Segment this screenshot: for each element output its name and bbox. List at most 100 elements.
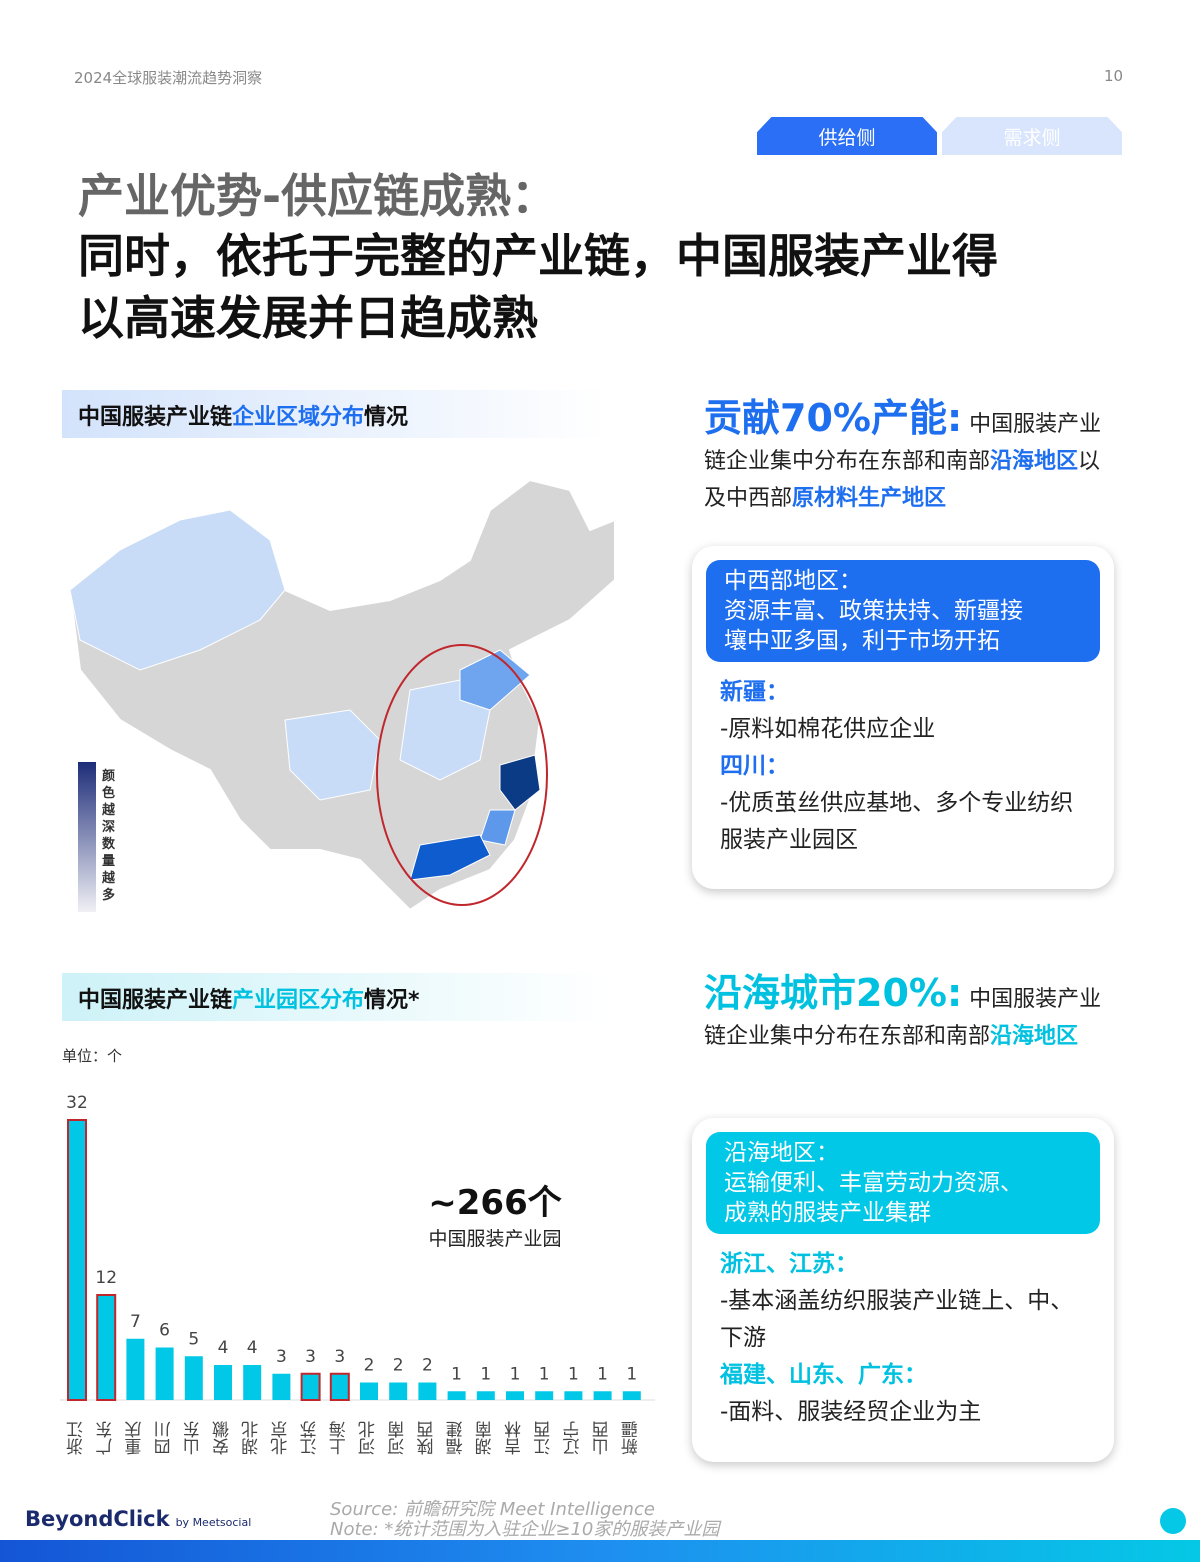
category-label: 安徽 [213, 1421, 234, 1455]
logo-sub: by Meetsocial [175, 1516, 252, 1529]
card-header-line: 资源丰富、政策扶持、新疆接 [724, 598, 1023, 624]
category-label: 广东 [96, 1421, 116, 1455]
data-label: 2 [393, 1356, 404, 1376]
right-text-2: 沿海城市20%: 中国服装产业链企业集中分布在东部和南部沿海地区 [704, 974, 1104, 1055]
item-value: -优质茧丝供应基地、多个专业纺织服装产业园区 [720, 790, 1074, 853]
bar [126, 1338, 145, 1400]
bar [506, 1391, 524, 1400]
logo-dot-icon [1160, 1508, 1186, 1534]
title-line-2: 同时，依托于完整的产业链，中国服装产业得 [78, 229, 998, 283]
category-label: 江苏 [300, 1420, 321, 1455]
bar [564, 1391, 583, 1400]
category-label: 重庆 [125, 1421, 145, 1455]
heading-highlight: 产业园区分布 [232, 988, 365, 1013]
category-label: 上海 [329, 1420, 350, 1455]
data-label: 1 [568, 1364, 579, 1384]
data-label: 32 [66, 1093, 88, 1113]
china-map [68, 478, 616, 912]
brand-logo: BeyondClick by Meetsocial [25, 1507, 251, 1531]
card-header-line: 中西部地区： [724, 568, 862, 594]
total-callout: ~266个中国服装产业园 [420, 1175, 570, 1251]
text-highlight: 沿海地区 [990, 449, 1079, 474]
heading-highlight: 企业区域分布 [232, 405, 365, 430]
card-header: 中西部地区： 资源丰富、政策扶持、新疆接 壤中亚多国，利于市场开拓 [706, 560, 1100, 662]
data-label: 6 [159, 1321, 170, 1341]
item-value: -基本涵盖纺织服装产业链上、中、下游 [720, 1288, 1074, 1351]
region-guangdong [409, 834, 491, 881]
heading-part: 情况 [364, 405, 409, 430]
card-header-line: 沿海地区： [724, 1140, 839, 1166]
region-fujian [479, 809, 516, 846]
bar [155, 1347, 174, 1400]
report-title: 2024全球服装潮流趋势洞察 [74, 69, 263, 87]
bar-chart: 32 浙江 12 广东 7 重庆 6 四川 5 山东 4 安徽 4 湖北 3 北京 3 江苏 3 上海 2 河北 2 河南 2 陕… [60, 1093, 655, 1455]
bar [272, 1373, 291, 1400]
card-header-line: 壤中亚多国，利于市场开拓 [724, 628, 1000, 654]
data-label: 2 [364, 1356, 375, 1376]
card-midwest: 中西部地区： 资源丰富、政策扶持、新疆接 壤中亚多国，利于市场开拓 新疆： -原料如棉… [692, 546, 1114, 889]
footer-bar [0, 1540, 1200, 1562]
data-label: 3 [276, 1347, 287, 1367]
headline: 沿海城市20%: [704, 971, 963, 1015]
headline: 贡献70%产能: [704, 396, 963, 440]
heading-part: 中国服装产业链 [78, 988, 233, 1013]
card-header: 沿海地区： 运输便利、丰富劳动力资源、 成熟的服装产业集群 [706, 1132, 1100, 1234]
tab-supply[interactable]: 供给侧 [757, 117, 937, 155]
bar [329, 1372, 350, 1401]
category-label: 辽宁 [563, 1421, 584, 1455]
heading-part: 情况* [364, 988, 420, 1013]
page-number: 10 [1104, 67, 1124, 85]
category-label: 河北 [359, 1421, 380, 1455]
bar [593, 1391, 612, 1400]
total-label: 中国服装产业园 [428, 1228, 562, 1250]
bar [360, 1382, 378, 1400]
card-coastal: 沿海地区： 运输便利、丰富劳动力资源、 成熟的服装产业集群 浙江、江苏： -基本涵盖纺… [692, 1118, 1114, 1462]
category-label: 江西 [534, 1421, 555, 1455]
data-label: 4 [247, 1338, 258, 1358]
category-label: 北京 [271, 1420, 292, 1455]
region-sichuan [284, 709, 381, 801]
region-xinjiang [69, 509, 286, 671]
data-label: 1 [597, 1364, 608, 1384]
coastal-highlight-circle [376, 644, 548, 906]
category-label: 山西 [593, 1421, 613, 1455]
bar [418, 1382, 437, 1400]
bar [447, 1391, 466, 1400]
data-label: 1 [539, 1364, 550, 1384]
card-header-line: 运输便利、丰富劳动力资源、 [724, 1170, 1023, 1196]
text: 中国服装产业链企业集中分布在东部和南部 [704, 412, 1102, 474]
source-text: Source: 前瞻研究院 Meet Intelligence [330, 1499, 655, 1520]
item-key: 新疆： [720, 679, 789, 705]
text-highlight: 沿海地区 [990, 1024, 1079, 1049]
data-label: 3 [334, 1347, 345, 1367]
item-key: 福建、山东、广东： [720, 1362, 927, 1388]
item-key: 浙江、江苏： [720, 1251, 858, 1277]
data-label: 1 [480, 1364, 491, 1384]
category-label: 四川 [154, 1421, 175, 1455]
title-line-1: 产业优势-供应链成熟： [78, 169, 558, 223]
item-key: 四川： [720, 753, 789, 779]
data-label: 1 [451, 1364, 462, 1384]
source-note: Source: 前瞻研究院 Meet Intelligence Note: *统计… [330, 1500, 719, 1540]
bar [622, 1391, 641, 1400]
bar [184, 1356, 203, 1400]
data-label: 12 [95, 1268, 117, 1288]
bar [214, 1365, 232, 1400]
note-text: Note: *统计范围为入驻企业≥10家的服装产业园 [330, 1519, 720, 1540]
bar [535, 1391, 554, 1400]
data-label: 3 [305, 1347, 316, 1367]
bar [243, 1365, 262, 1400]
item-value: -原料如棉花供应企业 [720, 716, 936, 742]
category-label: 河南 [388, 1421, 409, 1455]
region-zhejiang [499, 754, 541, 811]
card-header-line: 成熟的服装产业集群 [724, 1200, 931, 1226]
data-label: 5 [188, 1329, 199, 1349]
heading-part: 中国服装产业链 [78, 405, 233, 430]
color-legend-bar [78, 762, 96, 912]
category-label: 福建 [446, 1421, 467, 1455]
section-heading-chart: 中国服装产业链产业园区分布情况* [62, 973, 608, 1021]
tab-demand[interactable]: 需求侧 [942, 117, 1122, 155]
bar [476, 1391, 495, 1400]
total-value: ~266个 [428, 1183, 562, 1223]
category-label: 新疆 [621, 1421, 642, 1455]
